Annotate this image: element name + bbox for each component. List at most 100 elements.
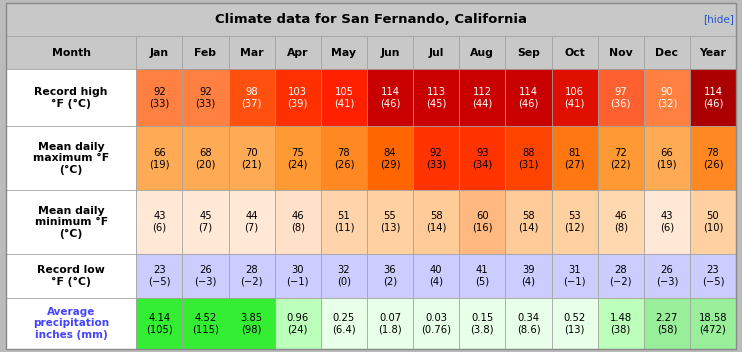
Bar [183, 69, 229, 126]
Bar [551, 126, 597, 190]
Text: 40
(4): 40 (4) [429, 265, 443, 287]
Bar [6, 190, 137, 254]
Text: 0.07
(1.8): 0.07 (1.8) [378, 313, 402, 334]
Bar [505, 297, 551, 349]
Bar [367, 69, 413, 126]
Bar [459, 254, 505, 297]
Text: 23
(−5): 23 (−5) [702, 265, 724, 287]
Bar [690, 69, 736, 126]
Bar [644, 190, 690, 254]
Text: Record high
°F (°C): Record high °F (°C) [34, 87, 108, 109]
Bar [137, 297, 183, 349]
Text: 44
(7): 44 (7) [245, 212, 259, 233]
Bar [690, 297, 736, 349]
Bar [413, 69, 459, 126]
Text: 2.27
(58): 2.27 (58) [656, 313, 678, 334]
Bar [321, 297, 367, 349]
Text: 75
(24): 75 (24) [288, 147, 308, 169]
Text: 46
(8): 46 (8) [291, 212, 305, 233]
Bar [551, 297, 597, 349]
Text: 98
(37): 98 (37) [241, 87, 262, 109]
Bar [644, 69, 690, 126]
Text: Nov: Nov [609, 48, 633, 58]
Bar [137, 254, 183, 297]
Text: Dec: Dec [655, 48, 678, 58]
Bar [551, 254, 597, 297]
Text: 0.52
(13): 0.52 (13) [563, 313, 585, 334]
Text: 0.25
(6.4): 0.25 (6.4) [332, 313, 355, 334]
Bar [321, 126, 367, 190]
Text: 72
(22): 72 (22) [611, 147, 631, 169]
Text: 39
(4): 39 (4) [522, 265, 536, 287]
Bar [137, 36, 183, 69]
Bar [321, 254, 367, 297]
Text: Mean daily
maximum °F
(°C): Mean daily maximum °F (°C) [33, 142, 109, 175]
Bar [321, 36, 367, 69]
Bar [505, 254, 551, 297]
Bar [275, 36, 321, 69]
Text: 1.48
(38): 1.48 (38) [610, 313, 631, 334]
Text: 31
(−1): 31 (−1) [563, 265, 586, 287]
Bar [6, 126, 137, 190]
Text: 0.03
(0.76): 0.03 (0.76) [421, 313, 451, 334]
Text: Climate data for San Fernando, California: Climate data for San Fernando, Californi… [215, 13, 527, 26]
Bar [413, 36, 459, 69]
Bar [183, 254, 229, 297]
Text: Mean daily
minimum °F
(°C): Mean daily minimum °F (°C) [35, 206, 108, 239]
Text: Sep: Sep [517, 48, 540, 58]
Text: 114
(46): 114 (46) [380, 87, 400, 109]
Text: 0.15
(3.8): 0.15 (3.8) [470, 313, 494, 334]
Bar [551, 190, 597, 254]
Text: 3.85
(98): 3.85 (98) [240, 313, 263, 334]
Text: 93
(34): 93 (34) [472, 147, 493, 169]
Text: 66
(19): 66 (19) [149, 147, 170, 169]
Bar [275, 69, 321, 126]
Text: [hide]: [hide] [703, 14, 734, 24]
Text: 90
(32): 90 (32) [657, 87, 677, 109]
Bar [644, 297, 690, 349]
Text: 50
(10): 50 (10) [703, 212, 723, 233]
Text: 66
(19): 66 (19) [657, 147, 677, 169]
Bar [597, 297, 644, 349]
Text: 97
(36): 97 (36) [611, 87, 631, 109]
Text: 105
(41): 105 (41) [334, 87, 354, 109]
Text: 26
(−3): 26 (−3) [656, 265, 678, 287]
Text: 51
(11): 51 (11) [334, 212, 354, 233]
Text: 4.52
(115): 4.52 (115) [192, 313, 219, 334]
Text: 23
(−5): 23 (−5) [148, 265, 171, 287]
Bar [229, 126, 275, 190]
Text: 68
(20): 68 (20) [195, 147, 216, 169]
Bar [644, 36, 690, 69]
Bar [597, 126, 644, 190]
Bar [644, 254, 690, 297]
Text: 103
(39): 103 (39) [288, 87, 308, 109]
Text: Feb: Feb [194, 48, 217, 58]
Text: 30
(−1): 30 (−1) [286, 265, 309, 287]
Text: Apr: Apr [287, 48, 309, 58]
Text: 55
(13): 55 (13) [380, 212, 400, 233]
Bar [229, 297, 275, 349]
Bar [690, 126, 736, 190]
Bar [183, 36, 229, 69]
Text: May: May [332, 48, 356, 58]
Bar [367, 126, 413, 190]
Bar [229, 36, 275, 69]
Text: Jul: Jul [428, 48, 444, 58]
Bar [505, 69, 551, 126]
Bar [367, 297, 413, 349]
Bar [505, 126, 551, 190]
Text: 112
(44): 112 (44) [472, 87, 493, 109]
Text: 46
(8): 46 (8) [614, 212, 628, 233]
Bar [690, 254, 736, 297]
Text: 43
(6): 43 (6) [660, 212, 674, 233]
Bar [275, 297, 321, 349]
Text: 58
(14): 58 (14) [426, 212, 447, 233]
Bar [321, 69, 367, 126]
Bar [459, 36, 505, 69]
Bar [229, 190, 275, 254]
Text: 92
(33): 92 (33) [149, 87, 169, 109]
Bar [321, 190, 367, 254]
Text: 70
(21): 70 (21) [241, 147, 262, 169]
Bar [459, 126, 505, 190]
Bar [505, 190, 551, 254]
